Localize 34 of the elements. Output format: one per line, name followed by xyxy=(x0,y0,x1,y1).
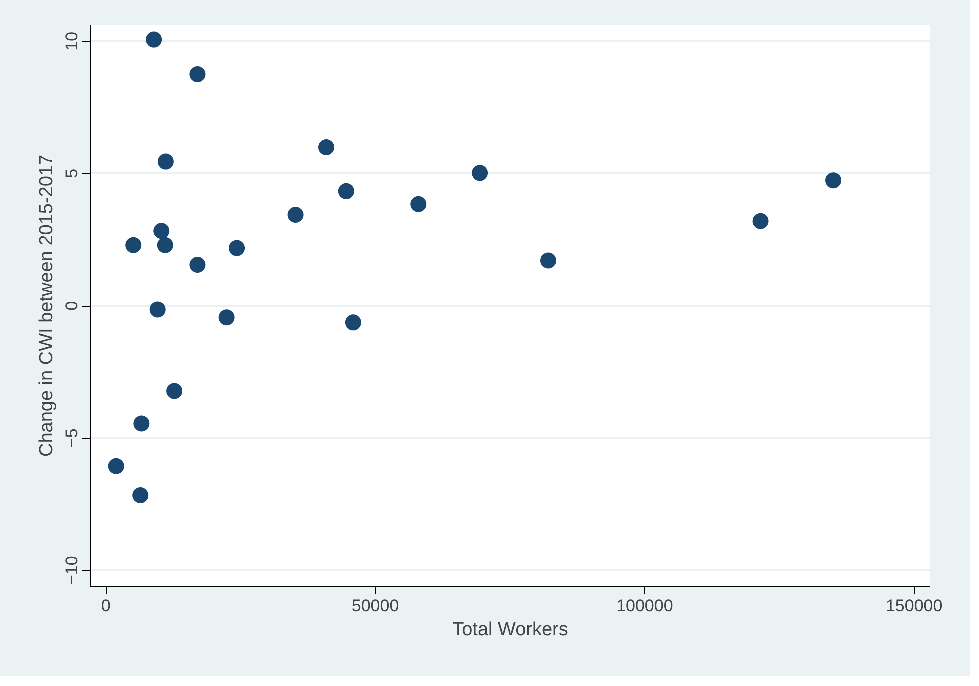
x-tick-label: 0 xyxy=(101,596,111,616)
point xyxy=(540,252,556,269)
y-axis-title: Change in CWI between 2015-2017 xyxy=(36,154,58,458)
point xyxy=(166,383,183,400)
point xyxy=(150,302,166,318)
x-tick-label: 100000 xyxy=(616,596,674,616)
point xyxy=(410,196,427,212)
point xyxy=(472,165,488,182)
point xyxy=(288,206,304,223)
point xyxy=(345,314,362,331)
point xyxy=(146,32,162,48)
point xyxy=(338,183,354,200)
point xyxy=(158,154,174,170)
point xyxy=(157,237,174,254)
point xyxy=(218,310,235,326)
point xyxy=(318,140,334,156)
y-tick-label: 0 xyxy=(62,301,82,311)
point xyxy=(126,237,142,254)
y-tick-label: 10 xyxy=(62,32,82,51)
point xyxy=(132,487,149,504)
point xyxy=(154,223,170,240)
point xyxy=(190,257,206,273)
point xyxy=(229,240,246,256)
y-tick-label: −5 xyxy=(62,428,82,448)
x-tick-label: 50000 xyxy=(352,596,400,616)
point xyxy=(752,213,769,230)
y-tick-label: 5 xyxy=(62,168,82,178)
point xyxy=(190,66,206,82)
y-tick-label: −10 xyxy=(62,556,82,586)
point xyxy=(134,416,150,432)
x-axis-title: Total Workers xyxy=(452,620,568,640)
x-tick-label: 150000 xyxy=(886,596,943,616)
point xyxy=(826,172,842,189)
point xyxy=(108,458,124,474)
